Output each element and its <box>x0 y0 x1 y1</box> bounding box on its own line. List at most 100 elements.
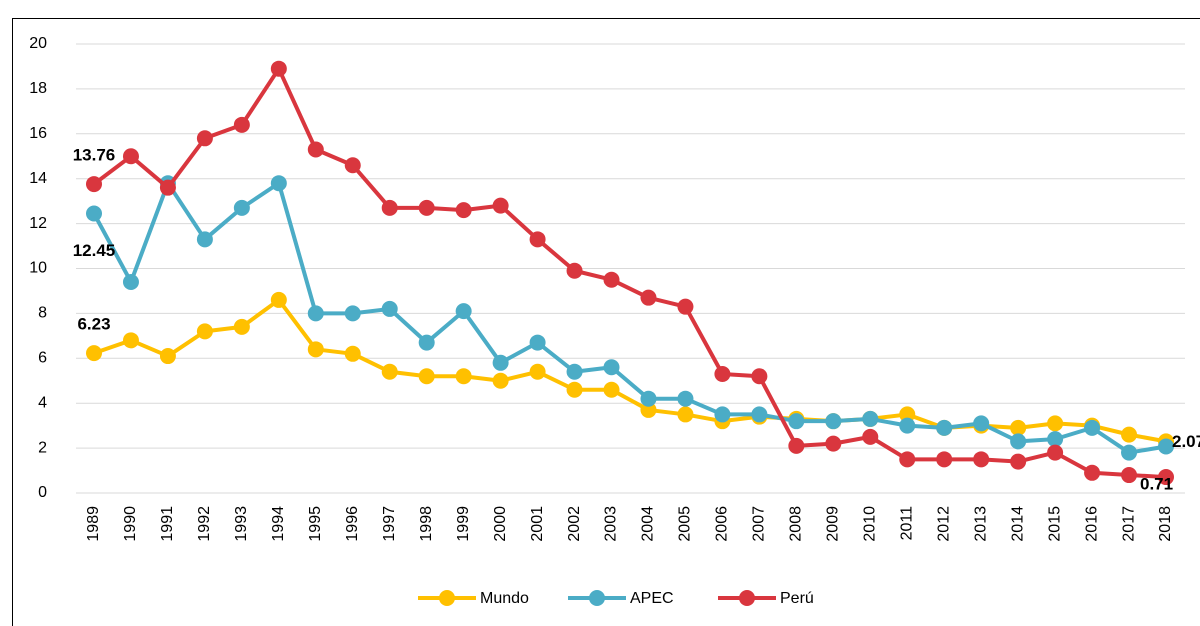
y-tick-label: 0 <box>38 484 47 501</box>
data-point <box>973 415 990 432</box>
legend-item: APEC <box>568 590 674 607</box>
data-point <box>825 413 842 430</box>
data-point <box>122 273 139 290</box>
data-point <box>270 60 287 77</box>
data-point <box>1010 433 1027 450</box>
data-point <box>344 157 361 174</box>
data-point <box>1121 426 1138 443</box>
x-tick-label: 2013 <box>972 506 989 542</box>
x-tick-label: 2012 <box>935 506 952 542</box>
x-tick-label: 1989 <box>85 506 102 542</box>
x-tick-label: 2011 <box>898 506 915 541</box>
data-point <box>751 406 768 423</box>
data-point <box>196 130 213 147</box>
x-tick-label: 1999 <box>455 506 472 542</box>
x-tick-label: 2004 <box>640 506 657 542</box>
data-point <box>455 303 472 320</box>
x-tick-label: 1996 <box>344 506 361 542</box>
x-tick-label: 1995 <box>307 506 324 542</box>
x-tick-label: 1998 <box>418 506 435 542</box>
data-point <box>788 413 805 430</box>
y-tick-label: 6 <box>38 350 47 367</box>
legend-marker <box>439 590 455 606</box>
data-point <box>1158 438 1174 455</box>
x-tick-label: 2008 <box>788 506 805 542</box>
data-point <box>529 334 546 351</box>
data-point <box>862 410 879 427</box>
data-point <box>233 318 250 335</box>
data-point <box>640 401 657 418</box>
data-label: 13.76 <box>73 146 116 165</box>
x-tick-label: 2018 <box>1157 506 1174 542</box>
data-point <box>196 323 213 340</box>
legend-label: APEC <box>630 590 674 607</box>
data-point <box>381 199 398 216</box>
legend-label: Perú <box>780 590 814 607</box>
x-tick-label: 2015 <box>1046 506 1063 542</box>
data-point <box>677 406 694 423</box>
legend-label: Mundo <box>480 590 529 607</box>
data-point <box>86 345 102 362</box>
legend-item: Perú <box>718 590 814 607</box>
x-tick-label: 2005 <box>677 506 694 542</box>
data-point <box>381 300 398 317</box>
data-point <box>381 363 398 380</box>
data-point <box>603 359 620 376</box>
data-point <box>862 428 879 445</box>
data-point <box>122 332 139 349</box>
y-tick-label: 18 <box>29 80 47 97</box>
data-point <box>1010 453 1027 470</box>
data-point <box>751 368 768 385</box>
data-point <box>936 419 953 436</box>
y-tick-label: 10 <box>29 260 47 277</box>
legend-item: Mundo <box>418 590 529 607</box>
data-point <box>714 366 731 383</box>
x-tick-label: 2017 <box>1120 506 1137 542</box>
x-tick-label: 2016 <box>1083 506 1100 542</box>
data-point <box>307 305 324 322</box>
x-tick-label: 1990 <box>122 506 139 542</box>
x-tick-label: 2014 <box>1009 506 1026 542</box>
data-label: 0.71 <box>1140 475 1173 494</box>
data-point <box>1047 431 1064 448</box>
x-tick-label: 2003 <box>603 506 620 542</box>
data-point <box>1047 444 1064 461</box>
x-tick-label: 2009 <box>825 506 842 542</box>
data-point <box>677 390 694 407</box>
data-point <box>529 231 546 248</box>
data-point <box>640 289 657 306</box>
data-point <box>492 372 509 389</box>
y-tick-label: 20 <box>29 35 47 52</box>
data-point <box>603 271 620 288</box>
chart-frame <box>12 18 1200 626</box>
data-label: 12.45 <box>73 241 116 260</box>
x-tick-label: 2000 <box>492 506 509 542</box>
y-tick-label: 2 <box>38 439 47 456</box>
data-point <box>122 148 139 165</box>
x-tick-label: 2002 <box>566 506 583 542</box>
x-tick-label: 1993 <box>233 506 250 542</box>
data-point <box>899 417 916 434</box>
data-point <box>973 451 990 468</box>
data-point <box>270 175 287 192</box>
data-label: 2.07 <box>1172 432 1200 451</box>
data-point <box>1084 419 1101 436</box>
data-point <box>196 231 213 248</box>
data-point <box>1121 444 1138 461</box>
y-tick-label: 12 <box>29 215 47 232</box>
x-tick-label: 1991 <box>159 506 176 542</box>
data-point <box>418 368 435 385</box>
data-point <box>1121 467 1138 484</box>
data-point <box>492 354 509 371</box>
data-point <box>307 141 324 158</box>
legend-marker <box>589 590 605 606</box>
data-point <box>492 197 509 214</box>
data-point <box>86 205 102 222</box>
data-point <box>1047 415 1064 432</box>
data-point <box>455 202 472 219</box>
data-point <box>233 199 250 216</box>
data-point <box>788 437 805 454</box>
x-tick-label: 2010 <box>861 506 878 542</box>
data-point <box>344 305 361 322</box>
y-tick-label: 8 <box>38 305 47 322</box>
